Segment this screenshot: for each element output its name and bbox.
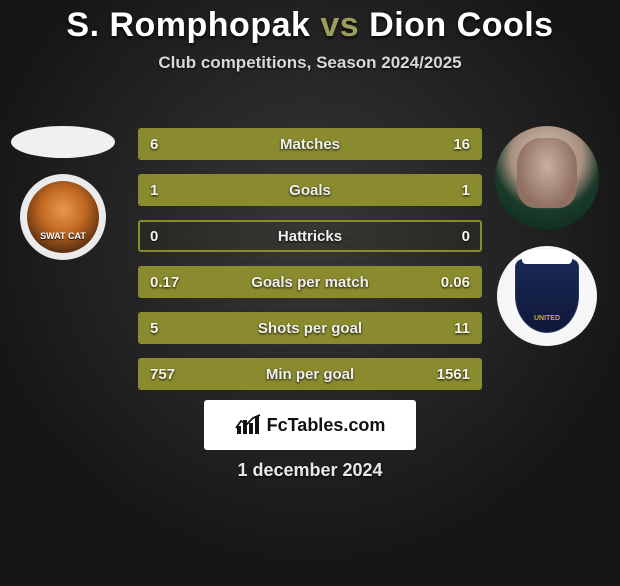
subtitle: Club competitions, Season 2024/2025 bbox=[0, 53, 620, 73]
player1-photo bbox=[11, 126, 115, 158]
player1-club-logo: SWAT CAT bbox=[20, 174, 106, 260]
stat-row: 0.170.06Goals per match bbox=[138, 266, 482, 298]
stat-label: Goals per match bbox=[140, 274, 480, 291]
stat-label: Hattricks bbox=[140, 228, 480, 245]
left-column: SWAT CAT bbox=[8, 126, 118, 260]
stat-label: Shots per goal bbox=[140, 320, 480, 337]
chart-icon bbox=[235, 414, 261, 436]
player2-photo bbox=[495, 126, 599, 230]
club1-label: SWAT CAT bbox=[27, 181, 99, 253]
brand-badge: FcTables.com bbox=[204, 400, 416, 450]
club2-crest bbox=[515, 259, 579, 333]
footer-date: 1 december 2024 bbox=[0, 460, 620, 481]
vs-text: vs bbox=[320, 6, 359, 44]
stat-row: 7571561Min per goal bbox=[138, 358, 482, 390]
stats-table: 616Matches 11Goals 00Hattricks 0.170.06Goal… bbox=[138, 128, 482, 404]
stat-row: 11Goals bbox=[138, 174, 482, 206]
player2-club-logo bbox=[497, 246, 597, 346]
stat-label: Matches bbox=[140, 136, 480, 153]
stat-row: 00Hattricks bbox=[138, 220, 482, 252]
player2-name: Dion Cools bbox=[369, 6, 553, 44]
stat-label: Min per goal bbox=[140, 366, 480, 383]
stat-label: Goals bbox=[140, 182, 480, 199]
comparison-title: S. Romphopak vs Dion Cools bbox=[0, 6, 620, 45]
player1-name: S. Romphopak bbox=[66, 6, 310, 44]
right-column bbox=[492, 126, 602, 346]
stat-row: 616Matches bbox=[138, 128, 482, 160]
brand-text: FcTables.com bbox=[267, 415, 386, 436]
stat-row: 511Shots per goal bbox=[138, 312, 482, 344]
